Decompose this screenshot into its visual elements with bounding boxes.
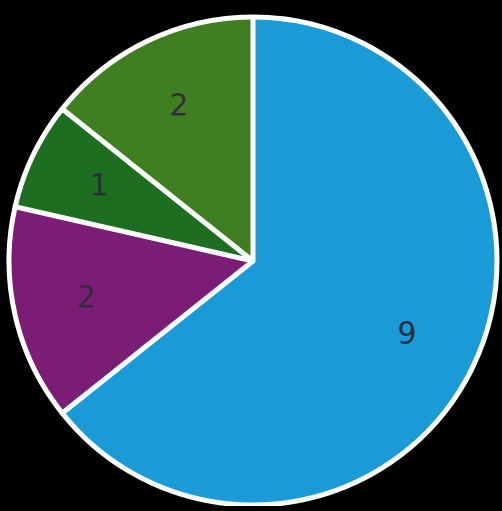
pie-slice xyxy=(59,14,500,508)
slice-value-label: 2 xyxy=(77,281,96,316)
pie-slice xyxy=(59,14,256,264)
pie-labels: 9 2 1 2 xyxy=(77,89,416,352)
pie-slice xyxy=(6,204,256,416)
pie-slices xyxy=(6,14,500,508)
slice-value-label: 2 xyxy=(169,89,188,124)
slice-value-label: 9 xyxy=(397,317,416,352)
slice-value-label: 1 xyxy=(90,168,109,203)
